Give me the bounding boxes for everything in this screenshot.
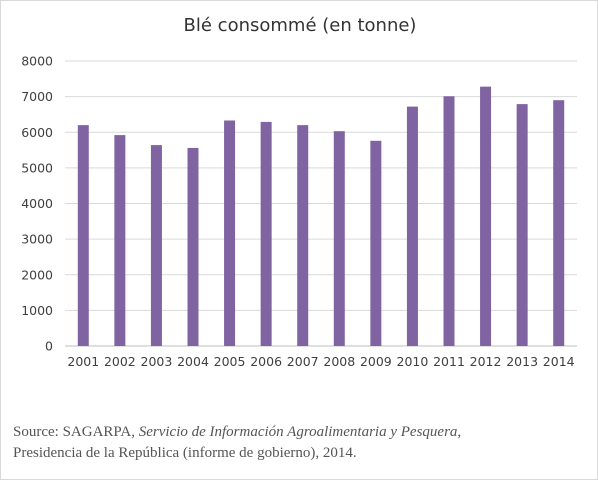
source-line-2: Presidencia de la República (informe de … [13, 445, 357, 461]
x-tick-label: 2004 [177, 354, 209, 369]
bar-2014 [553, 100, 565, 346]
x-tick-label: 2006 [250, 354, 282, 369]
bar-2005 [224, 120, 236, 347]
bar-2004 [187, 147, 199, 346]
source-italic: Servicio de Información Agroalimentaria … [138, 424, 458, 440]
x-tick-label: 2008 [323, 354, 355, 369]
bars [77, 86, 565, 347]
x-tick-label: 2014 [543, 354, 575, 369]
y-tick-label: 1000 [21, 303, 53, 318]
x-tick-label: 2013 [506, 354, 538, 369]
bar-2013 [516, 104, 528, 346]
y-tick-label: 2000 [21, 267, 53, 282]
x-tick-label: 2001 [67, 354, 99, 369]
x-tick-label: 2002 [104, 354, 136, 369]
bar-2009 [370, 140, 382, 346]
x-tick-label: 2011 [433, 354, 465, 369]
y-tick-label: 4000 [21, 196, 53, 211]
x-tick-label: 2012 [470, 354, 502, 369]
bar-2011 [443, 96, 455, 346]
x-tick-label: 2003 [141, 354, 173, 369]
x-tick-label: 2007 [287, 354, 319, 369]
bar-2007 [297, 125, 309, 346]
bar-2008 [333, 131, 345, 346]
bar-2001 [77, 125, 89, 346]
bar-2012 [480, 86, 492, 347]
x-tick-label: 2009 [360, 354, 392, 369]
bar-2010 [406, 106, 418, 346]
bar-2002 [114, 135, 126, 346]
bar-2006 [260, 121, 272, 346]
source-note: Source: SAGARPA, Servicio de Información… [13, 422, 461, 464]
chart-title: Blé consommé (en tonne) [183, 15, 417, 36]
y-tick-label: 5000 [21, 160, 53, 175]
y-axis-ticks: 0 1000 2000 3000 4000 5000 6000 7000 8000 [21, 54, 53, 354]
bar-2003 [150, 145, 162, 346]
source-suffix: , [457, 424, 462, 440]
source-line-1: Source: SAGARPA, Servicio de Información… [13, 422, 461, 443]
y-tick-label: 6000 [21, 125, 53, 140]
y-tick-label: 8000 [21, 54, 53, 69]
x-tick-label: 2005 [214, 354, 246, 369]
y-tick-label: 7000 [21, 89, 53, 104]
x-axis-ticks: 2001 2002 2003 2004 2005 2006 2007 2008 2009 2010… [67, 354, 574, 369]
source-prefix: Source: SAGARPA, [13, 424, 139, 440]
x-tick-label: 2010 [397, 354, 429, 369]
y-tick-label: 3000 [21, 232, 53, 247]
y-tick-label: 0 [45, 339, 53, 354]
gridlines [65, 60, 577, 347]
